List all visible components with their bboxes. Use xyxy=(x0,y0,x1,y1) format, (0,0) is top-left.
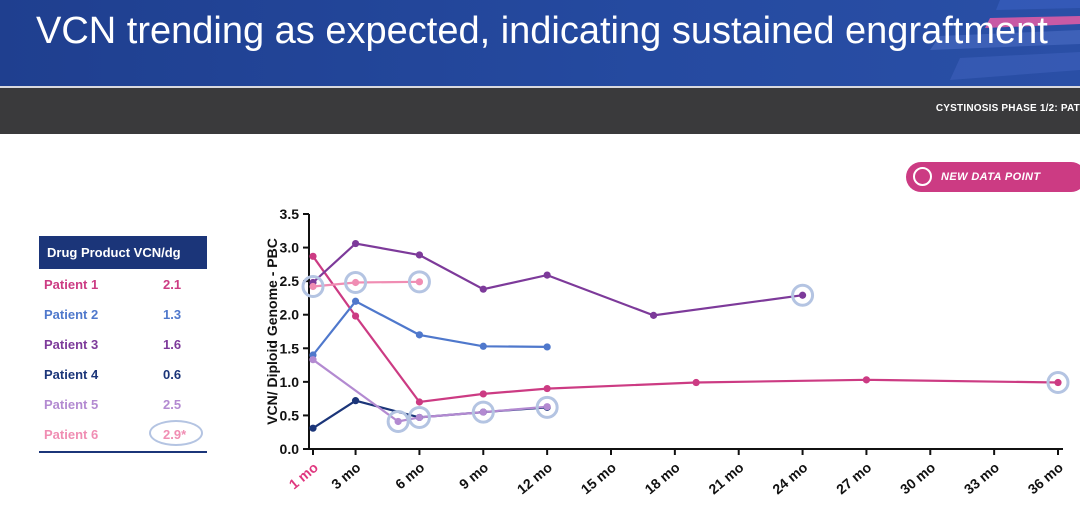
x-tick-label: 33 mo xyxy=(961,459,1002,497)
x-tick-label: 3 mo xyxy=(328,459,363,492)
data-point xyxy=(351,397,360,405)
new-data-point-legend: NEW DATA POINT xyxy=(906,162,1080,192)
new-data-point-ring xyxy=(471,400,495,424)
data-point xyxy=(309,282,317,291)
data-point xyxy=(415,331,424,339)
data-point xyxy=(309,252,317,260)
x-tick-label: 24 mo xyxy=(769,459,810,497)
x-tick-label: 1 mo xyxy=(286,459,321,492)
data-point xyxy=(415,251,424,259)
data-point xyxy=(351,312,360,320)
x-tick-label: 30 mo xyxy=(897,459,938,497)
vcn-value: 2.5 xyxy=(163,397,182,412)
new-data-point-label: NEW DATA POINT xyxy=(941,171,1041,183)
table-row: Patient 6 2.9* xyxy=(39,419,207,449)
y-tick-label: 2.5 xyxy=(280,273,300,289)
x-tick-label: 12 mo xyxy=(514,459,555,497)
new-data-point-ring xyxy=(301,275,325,299)
data-point xyxy=(415,398,424,406)
x-tick-label: 6 mo xyxy=(392,459,427,492)
x-tick-label: 27 mo xyxy=(833,459,874,497)
data-point xyxy=(309,356,317,364)
data-point xyxy=(415,413,424,422)
data-point xyxy=(543,343,551,351)
study-label: CYSTINOSIS PHASE 1/2: PAT xyxy=(935,103,1080,114)
table-row: Patient 2 1.3 xyxy=(39,299,207,329)
vcn-value: 2.1 xyxy=(163,277,182,292)
data-point xyxy=(692,378,700,387)
patient-name: Patient 5 xyxy=(44,397,99,412)
divider xyxy=(0,86,1080,88)
data-point xyxy=(543,403,551,411)
vcn-value: 0.6 xyxy=(163,367,182,382)
title-banner: VCN trending as expected, indicating sus… xyxy=(0,0,1080,86)
new-data-point-ring xyxy=(791,283,815,307)
series-line-patient-1 xyxy=(312,255,1059,404)
table-row: Patient 5 2.5 xyxy=(39,389,207,419)
data-point xyxy=(351,278,360,287)
data-point xyxy=(479,342,487,350)
data-point xyxy=(479,408,487,416)
y-tick-label: 3.5 xyxy=(280,206,300,222)
y-tick-label: 1.0 xyxy=(280,374,300,390)
banner-decoration xyxy=(930,0,1080,80)
data-point xyxy=(862,376,871,384)
new-data-point-ring xyxy=(407,405,431,429)
slide-title: VCN trending as expected, indicating sus… xyxy=(36,10,1048,52)
series-line-patient-3 xyxy=(312,242,803,317)
y-tick-label: 3.0 xyxy=(280,240,300,256)
data-point xyxy=(543,384,551,393)
section-bar: CYSTINOSIS PHASE 1/2: PAT xyxy=(0,88,1080,134)
table-row: Patient 3 1.6 xyxy=(39,329,207,359)
y-tick-label: 0.0 xyxy=(280,441,300,457)
y-tick-label: 0.5 xyxy=(280,407,300,423)
patient-name: Patient 4 xyxy=(44,367,99,382)
new-data-point-ring xyxy=(1046,371,1070,395)
data-point xyxy=(309,424,317,432)
data-point xyxy=(479,285,487,293)
data-point xyxy=(543,271,551,279)
new-data-point-ring xyxy=(535,395,559,419)
table-row: Patient 4 0.6 xyxy=(39,359,207,389)
y-axis-title: VCN/ Diploid Genome - PBC xyxy=(264,238,280,425)
x-tick-label: 15 mo xyxy=(578,459,619,497)
data-point xyxy=(351,239,360,248)
data-point xyxy=(479,390,487,398)
x-tick-label: 36 mo xyxy=(1025,459,1066,497)
patient-name: Patient 3 xyxy=(44,337,99,352)
vcn-value: 1.3 xyxy=(163,307,182,322)
y-tick-label: 2.0 xyxy=(280,307,300,323)
drug-product-vcn-table: Drug Product VCN/dg Patient 1 2.1 Patient … xyxy=(39,236,207,453)
patient-name: Patient 2 xyxy=(44,307,99,322)
ring-icon xyxy=(913,167,932,186)
x-tick-label: 9 mo xyxy=(456,459,491,492)
data-point xyxy=(1054,378,1062,387)
data-point xyxy=(394,417,402,426)
y-tick-label: 1.5 xyxy=(280,340,300,356)
new-data-point-ring xyxy=(386,409,410,433)
data-point xyxy=(415,278,424,286)
table-bottom-rule xyxy=(39,451,207,453)
table-row: Patient 1 2.1 xyxy=(39,269,207,299)
series-line-patient-2 xyxy=(312,299,548,356)
patient-name: Patient 1 xyxy=(44,277,99,292)
new-data-point-ring xyxy=(407,270,431,294)
new-data-point-ring xyxy=(344,270,368,294)
x-tick-label: 21 mo xyxy=(705,459,746,497)
patient-name: Patient 6 xyxy=(44,427,99,442)
table-header: Drug Product VCN/dg xyxy=(39,236,207,269)
data-point xyxy=(649,311,658,319)
highlight-circle xyxy=(149,420,203,446)
x-tick-label: 18 mo xyxy=(642,459,683,497)
data-point xyxy=(798,291,807,299)
vcn-value: 1.6 xyxy=(163,337,182,352)
data-point xyxy=(351,297,360,305)
